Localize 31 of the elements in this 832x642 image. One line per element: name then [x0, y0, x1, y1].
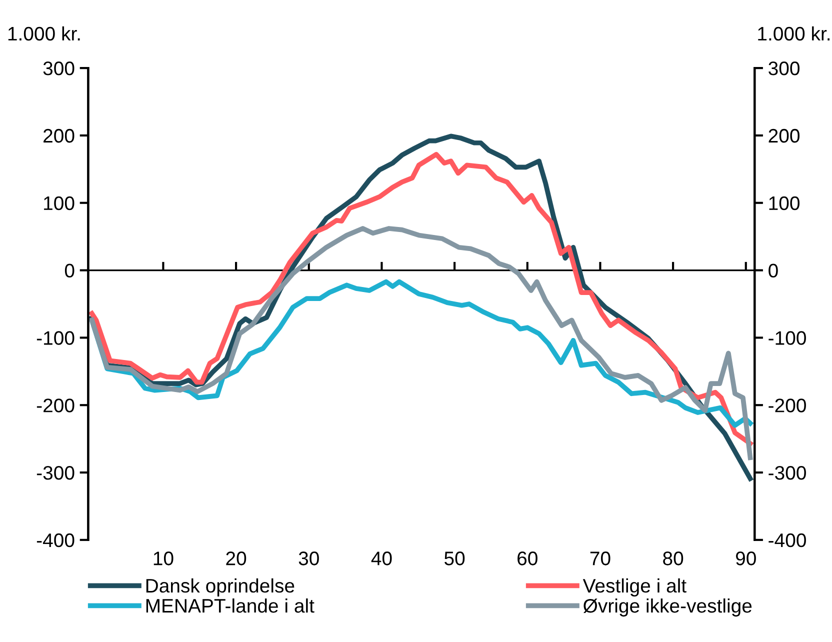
legend-label: Vestlige i alt [582, 578, 686, 596]
y2-tick-label: 0 [768, 264, 778, 278]
x-tick-label: 50 [444, 552, 465, 566]
y-axis-title: 1.000 kr. [8, 26, 80, 41]
x-tick-label: 90 [736, 552, 756, 566]
x-tick-label: 20 [226, 552, 246, 566]
y-tick-label: 300 [43, 62, 74, 76]
legend-label: Dansk oprindelse [146, 578, 294, 596]
y2-tick-label: 200 [768, 128, 800, 143]
x-tick-label: 60 [518, 552, 538, 566]
x-tick-label: 70 [590, 552, 610, 566]
x-tick-label: 10 [154, 552, 174, 566]
y2-tick-label: -400 [768, 533, 806, 548]
y-tick-label: 100 [44, 196, 74, 210]
x-tick-label: 30 [298, 552, 319, 566]
y2-tick-label: 100 [769, 196, 800, 210]
legend-label: Øvrige ikke-vestlige [583, 598, 752, 617]
y2-tick-label: -300 [768, 466, 806, 480]
y2-tick-label: 300 [768, 62, 800, 76]
y2-tick-label: -100 [768, 331, 806, 345]
y-tick-label: -100 [36, 331, 74, 345]
y2-tick-label: -200 [768, 398, 806, 412]
y2-axis-title: 1.000 kr. [758, 26, 830, 41]
y-tick-label: 200 [44, 128, 74, 143]
y-tick-label: -300 [36, 466, 74, 480]
x-tick-label: 40 [371, 552, 392, 566]
y-tick-label: -400 [36, 533, 74, 548]
y-tick-label: -200 [36, 398, 74, 412]
x-tick-label: 80 [663, 552, 684, 566]
legend-label: MENAPT-lande i alt [146, 598, 314, 613]
y-tick-label: 0 [64, 264, 74, 278]
